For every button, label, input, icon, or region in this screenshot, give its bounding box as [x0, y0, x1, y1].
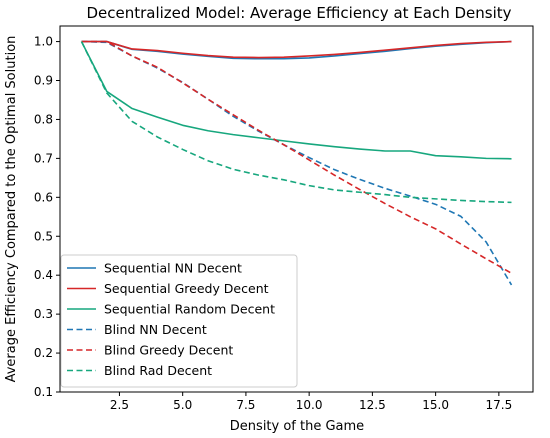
x-tick-label: 10.0 [296, 398, 323, 412]
y-axis-title: Average Efficiency Compared to the Optim… [4, 36, 19, 383]
x-tick-label: 12.5 [359, 398, 386, 412]
legend-box [60, 254, 298, 388]
y-tick-label: 1.0 [34, 35, 53, 49]
y-tick-label: 0.9 [34, 74, 53, 88]
legend-label: Sequential NN Decent [104, 261, 242, 276]
x-tick-label: 17.5 [485, 398, 512, 412]
x-tick-label: 7.5 [236, 398, 255, 412]
plot-frame [59, 25, 534, 393]
legend-label: Sequential Random Decent [104, 302, 275, 317]
x-tick-label: 2.5 [110, 398, 129, 412]
y-tick-label: 0.7 [34, 151, 53, 165]
x-tick-label: 15.0 [422, 398, 449, 412]
y-tick-label: 0.5 [34, 229, 53, 243]
series-line-sequential-random-decent [80, 41, 512, 160]
legend: Sequential NN Decent Sequential Greedy De… [60, 254, 298, 388]
x-tick-label: 5.0 [173, 398, 192, 412]
series-line-sequential-greedy-decent [81, 40, 512, 59]
y-tick-label: 0.1 [34, 385, 53, 399]
x-axis-ticks: 2.5 5.0 7.5 10.0 12.5 15.0 17.5 [110, 392, 512, 412]
y-tick-label: 0.6 [34, 190, 53, 204]
series-lines [80, 40, 513, 286]
legend-label: Blind Greedy Decent [104, 343, 233, 358]
legend-label: Blind Rad Decent [104, 363, 212, 378]
y-tick-label: 0.8 [34, 112, 53, 126]
legend-label: Blind NN Decent [104, 322, 207, 337]
x-axis-title: Density of the Game [230, 419, 364, 434]
chart-title: Decentralized Model: Average Efficiency … [86, 4, 511, 22]
y-tick-label: 0.4 [34, 268, 53, 282]
y-axis-ticks: 0.1 0.2 0.3 0.4 0.5 0.6 0.7 0.8 0.9 1.0 [34, 35, 60, 399]
y-tick-label: 0.3 [34, 307, 53, 321]
series-line-blind-greedy-decent [81, 40, 512, 274]
legend-label: Sequential Greedy Decent [104, 281, 269, 296]
y-tick-label: 0.2 [34, 346, 53, 360]
